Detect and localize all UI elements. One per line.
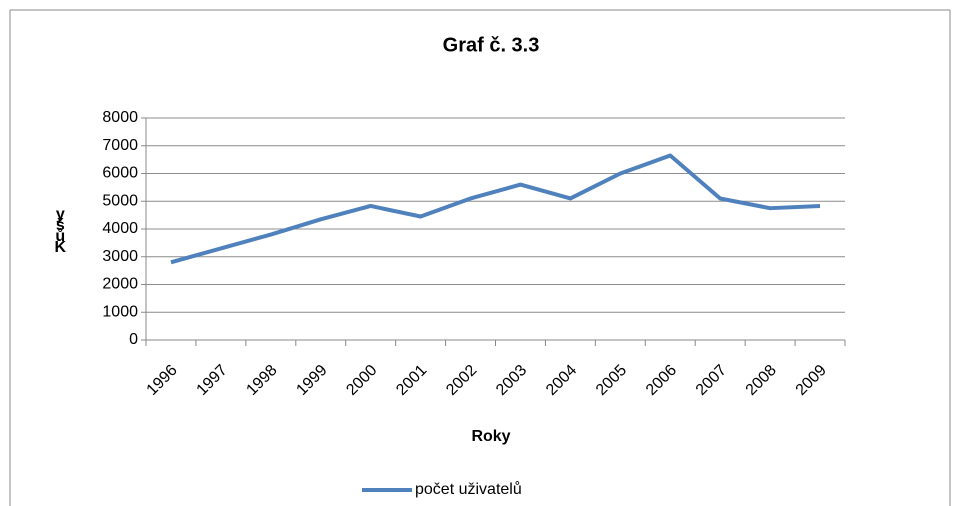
- y-axis-label: yšůK: [52, 206, 69, 252]
- y-tick-label: 2000: [102, 276, 138, 293]
- y-tick-label: 4000: [102, 220, 138, 237]
- y-tick-label: 1000: [102, 303, 138, 320]
- y-tick-label: 7000: [102, 137, 138, 154]
- y-tick-label: 3000: [102, 248, 138, 265]
- x-tick-label: 2002: [443, 362, 480, 399]
- y-tick-label: 6000: [102, 165, 138, 182]
- y-tick-label: 0: [129, 331, 138, 348]
- x-tick-label: 1997: [194, 362, 231, 399]
- x-tick-label: 2007: [693, 362, 730, 399]
- legend-label: počet uživatelů: [415, 480, 522, 498]
- x-tick-label: 2003: [493, 362, 530, 399]
- x-tick-label: 2005: [593, 362, 630, 399]
- x-tick-label: 1996: [144, 362, 181, 399]
- x-tick-label: 2008: [743, 362, 780, 399]
- x-tick-label: 2001: [393, 362, 430, 399]
- y-tick-label: 8000: [102, 109, 138, 126]
- x-axis-label: Roky: [471, 428, 510, 445]
- y-tick-label: 5000: [102, 192, 138, 209]
- chart-title: Graf č. 3.3: [443, 34, 540, 56]
- x-tick-label: 2004: [543, 362, 580, 399]
- x-tick-label: 2009: [793, 362, 830, 399]
- line-series: [170, 153, 821, 265]
- x-tick-label: 1999: [293, 362, 330, 399]
- x-tick-label: 2000: [343, 362, 380, 399]
- x-tick-label: 1998: [243, 362, 280, 399]
- x-tick-label: 2006: [643, 362, 680, 399]
